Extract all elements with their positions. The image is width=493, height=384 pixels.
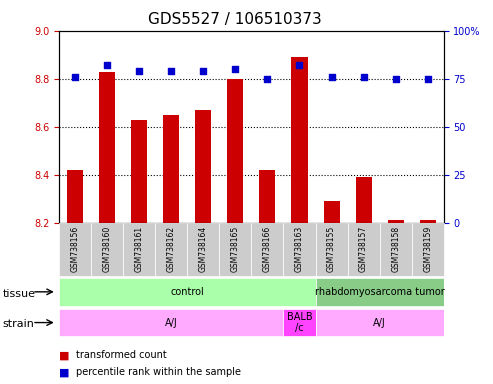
FancyBboxPatch shape <box>316 309 444 336</box>
Bar <box>131 119 147 223</box>
Text: GSM738160: GSM738160 <box>103 225 112 271</box>
FancyBboxPatch shape <box>412 223 444 276</box>
FancyBboxPatch shape <box>316 278 444 306</box>
Point <box>295 62 303 68</box>
Bar <box>227 79 244 223</box>
Point <box>359 74 367 80</box>
Text: GSM738162: GSM738162 <box>167 225 176 271</box>
Text: GSM738161: GSM738161 <box>135 225 144 271</box>
Point <box>135 68 143 74</box>
Point <box>327 74 335 80</box>
Text: GSM738164: GSM738164 <box>199 225 208 271</box>
Text: strain: strain <box>2 319 35 329</box>
Text: GSM738165: GSM738165 <box>231 225 240 271</box>
Point <box>167 68 176 74</box>
Bar <box>387 220 404 223</box>
FancyBboxPatch shape <box>155 223 187 276</box>
Bar <box>99 71 115 223</box>
FancyBboxPatch shape <box>219 223 251 276</box>
Bar <box>163 115 179 223</box>
Text: ■: ■ <box>59 367 70 377</box>
FancyBboxPatch shape <box>123 223 155 276</box>
Text: GSM738163: GSM738163 <box>295 225 304 271</box>
Point <box>71 74 79 80</box>
Point <box>199 68 207 74</box>
FancyBboxPatch shape <box>380 223 412 276</box>
Bar <box>420 220 436 223</box>
Text: rhabdomyosarcoma tumor: rhabdomyosarcoma tumor <box>315 287 445 297</box>
Text: control: control <box>171 287 204 297</box>
FancyBboxPatch shape <box>59 278 316 306</box>
FancyBboxPatch shape <box>251 223 283 276</box>
Text: GSM738166: GSM738166 <box>263 225 272 271</box>
Text: percentile rank within the sample: percentile rank within the sample <box>76 367 242 377</box>
Point <box>391 76 399 82</box>
Text: transformed count: transformed count <box>76 350 167 360</box>
Text: GSM738155: GSM738155 <box>327 225 336 271</box>
FancyBboxPatch shape <box>59 309 283 336</box>
Bar <box>323 201 340 223</box>
Text: GSM738158: GSM738158 <box>391 225 400 271</box>
FancyBboxPatch shape <box>283 223 316 276</box>
Bar <box>355 177 372 223</box>
FancyBboxPatch shape <box>187 223 219 276</box>
Bar <box>67 170 83 223</box>
Text: A/J: A/J <box>373 318 386 328</box>
FancyBboxPatch shape <box>91 223 123 276</box>
FancyBboxPatch shape <box>283 309 316 336</box>
Text: A/J: A/J <box>165 318 177 328</box>
Text: GSM738156: GSM738156 <box>70 225 80 271</box>
Point <box>263 76 271 82</box>
Text: GSM738159: GSM738159 <box>423 225 432 271</box>
Point <box>423 76 432 82</box>
Text: GDS5527 / 106510373: GDS5527 / 106510373 <box>148 12 321 26</box>
FancyBboxPatch shape <box>348 223 380 276</box>
Text: tissue: tissue <box>2 289 35 299</box>
Text: GSM738157: GSM738157 <box>359 225 368 271</box>
Bar <box>259 170 276 223</box>
Text: ■: ■ <box>59 350 70 360</box>
FancyBboxPatch shape <box>59 223 91 276</box>
Bar <box>195 110 211 223</box>
Point <box>231 66 239 72</box>
Bar <box>291 57 308 223</box>
Text: BALB
/c: BALB /c <box>287 312 312 333</box>
FancyBboxPatch shape <box>316 223 348 276</box>
Point <box>103 62 111 68</box>
